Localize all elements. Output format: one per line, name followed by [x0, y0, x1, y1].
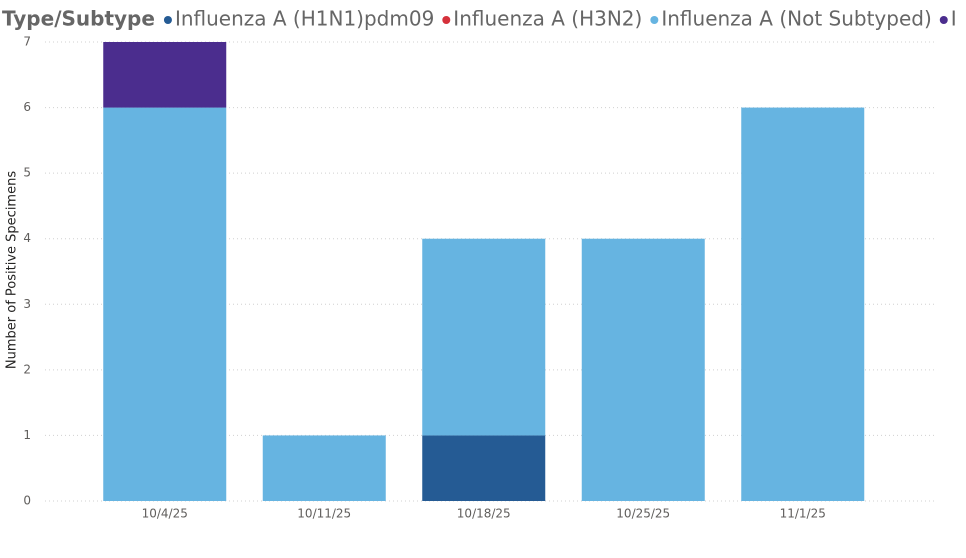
y-tick-label: 2	[23, 362, 31, 376]
y-tick-label: 7	[23, 35, 31, 49]
bar-segment	[262, 435, 386, 501]
x-tick-label: 11/1/25	[780, 507, 826, 521]
bar-segment	[103, 42, 227, 108]
legend-marker	[650, 16, 659, 24]
x-tick-label: 10/18/25	[457, 507, 511, 521]
y-tick-label: 1	[23, 428, 31, 442]
y-axis-title: Number of Positive Specimens	[5, 171, 20, 369]
y-tick-label: 5	[23, 166, 31, 180]
x-tick-label: 10/25/25	[616, 507, 670, 521]
legend-label: Influenza A (Not Subtyped)	[661, 7, 931, 31]
legend-label: Influenza A (H3N2)	[453, 7, 642, 31]
y-tick-label: 3	[23, 297, 31, 311]
legend-title: Type/Subtype	[2, 7, 155, 31]
legend-marker	[939, 16, 948, 24]
bar-segment	[422, 238, 546, 436]
y-tick-label: 0	[23, 494, 31, 508]
legend-marker	[163, 16, 172, 24]
bar-segment	[103, 107, 227, 502]
x-tick-label: 10/11/25	[297, 507, 351, 521]
y-tick-label: 4	[23, 231, 31, 245]
bar-segment	[422, 435, 546, 501]
legend-label: I	[951, 7, 957, 31]
bar-segment	[741, 107, 865, 502]
x-tick-label: 10/4/25	[142, 507, 188, 521]
legend-label: Influenza A (H1N1)pdm09	[175, 7, 434, 31]
legend-marker	[442, 16, 451, 24]
bar-segment	[581, 238, 705, 501]
y-tick-label: 6	[23, 100, 31, 114]
